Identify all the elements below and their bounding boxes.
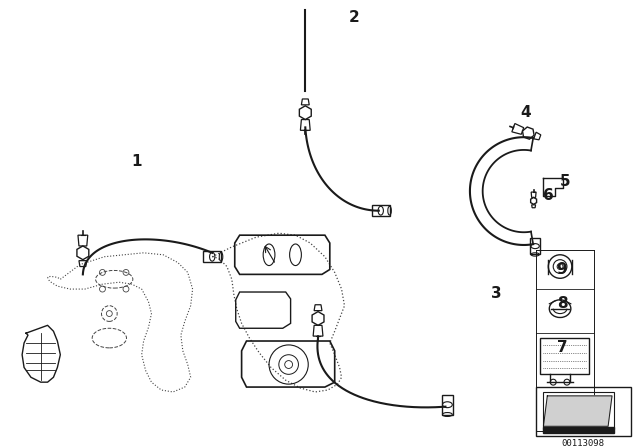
- Text: 6: 6: [543, 189, 554, 203]
- Text: 00113098: 00113098: [561, 439, 604, 448]
- Text: 9: 9: [557, 262, 567, 277]
- Text: 2: 2: [349, 10, 360, 25]
- Polygon shape: [543, 396, 612, 426]
- Polygon shape: [543, 427, 614, 433]
- Text: 7: 7: [557, 340, 567, 355]
- Text: 5: 5: [559, 174, 570, 189]
- Text: 4: 4: [520, 105, 531, 120]
- Text: 3: 3: [491, 286, 502, 302]
- Text: 8: 8: [557, 296, 567, 311]
- Text: 1: 1: [131, 154, 142, 169]
